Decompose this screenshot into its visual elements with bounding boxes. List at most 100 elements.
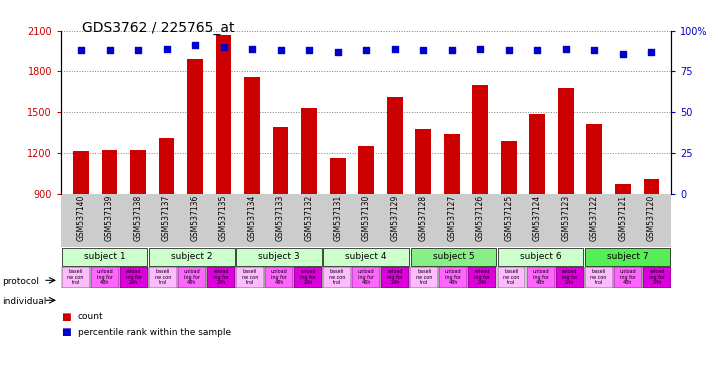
- Text: unload
ing for
48h: unload ing for 48h: [532, 270, 549, 285]
- Point: [104, 47, 116, 53]
- Text: baseli
ne con
trol: baseli ne con trol: [329, 270, 345, 285]
- Text: subject 4: subject 4: [345, 252, 387, 262]
- Text: baseli
ne con
trol: baseli ne con trol: [67, 270, 84, 285]
- Text: reload
ing for
24h: reload ing for 24h: [475, 270, 490, 285]
- Bar: [215, 35, 231, 194]
- Text: unload
ing for
48h: unload ing for 48h: [271, 270, 287, 285]
- Text: unload
ing for
48h: unload ing for 48h: [620, 270, 636, 285]
- Text: reload
ing for
24h: reload ing for 24h: [649, 270, 665, 285]
- Text: GSM537121: GSM537121: [618, 195, 628, 241]
- Bar: [411, 266, 438, 288]
- Point: [332, 49, 343, 55]
- Text: GSM537120: GSM537120: [647, 195, 656, 241]
- Point: [560, 46, 572, 52]
- Bar: [159, 138, 174, 194]
- Bar: [387, 97, 403, 194]
- Bar: [90, 266, 118, 288]
- Bar: [439, 266, 467, 288]
- Bar: [411, 248, 496, 266]
- Point: [503, 47, 515, 53]
- Bar: [529, 114, 545, 194]
- Text: unload
ing for
48h: unload ing for 48h: [358, 270, 375, 285]
- Bar: [643, 266, 671, 288]
- Text: GSM537122: GSM537122: [589, 195, 599, 241]
- Text: subject 1: subject 1: [84, 252, 126, 262]
- Point: [218, 44, 229, 50]
- Text: percentile rank within the sample: percentile rank within the sample: [78, 328, 230, 337]
- Bar: [330, 158, 345, 194]
- Text: reload
ing for
24h: reload ing for 24h: [300, 270, 316, 285]
- Text: GSM537133: GSM537133: [276, 195, 285, 241]
- Text: GSM537126: GSM537126: [476, 195, 485, 241]
- Text: protocol: protocol: [2, 276, 39, 286]
- Text: GSM537138: GSM537138: [134, 195, 143, 241]
- Bar: [130, 150, 146, 194]
- Text: GSM537128: GSM537128: [419, 195, 428, 241]
- Text: baseli
ne con
trol: baseli ne con trol: [590, 270, 607, 285]
- Bar: [501, 141, 517, 194]
- Bar: [643, 179, 659, 194]
- Bar: [615, 184, 630, 194]
- Bar: [187, 59, 203, 194]
- Point: [617, 50, 628, 56]
- Text: GSM537131: GSM537131: [333, 195, 342, 241]
- Bar: [381, 266, 409, 288]
- Text: unload
ing for
48h: unload ing for 48h: [183, 270, 200, 285]
- Bar: [236, 248, 322, 266]
- Text: ■: ■: [61, 327, 71, 337]
- Text: reload
ing for
24h: reload ing for 24h: [387, 270, 404, 285]
- Text: baseli
ne con
trol: baseli ne con trol: [503, 270, 520, 285]
- Bar: [498, 248, 583, 266]
- Text: baseli
ne con
trol: baseli ne con trol: [416, 270, 432, 285]
- Text: unload
ing for
48h: unload ing for 48h: [445, 270, 462, 285]
- Text: GSM537123: GSM537123: [561, 195, 570, 241]
- Text: GSM537124: GSM537124: [533, 195, 542, 241]
- Text: subject 6: subject 6: [520, 252, 561, 262]
- Bar: [558, 88, 574, 194]
- Text: individual: individual: [2, 297, 47, 306]
- Text: GSM537125: GSM537125: [504, 195, 513, 241]
- Bar: [444, 134, 460, 194]
- Bar: [584, 266, 612, 288]
- Text: subject 2: subject 2: [171, 252, 213, 262]
- Text: GSM537135: GSM537135: [219, 195, 228, 241]
- Point: [531, 47, 543, 53]
- Bar: [62, 248, 147, 266]
- Text: subject 3: subject 3: [258, 252, 300, 262]
- Bar: [302, 108, 317, 194]
- Bar: [236, 266, 264, 288]
- Bar: [614, 266, 642, 288]
- Point: [475, 46, 486, 52]
- Point: [360, 47, 372, 53]
- Text: GSM537127: GSM537127: [447, 195, 456, 241]
- Text: GSM537129: GSM537129: [390, 195, 399, 241]
- Text: reload
ing for
24h: reload ing for 24h: [213, 270, 229, 285]
- Bar: [587, 124, 602, 194]
- Bar: [468, 266, 496, 288]
- Point: [275, 47, 286, 53]
- Text: unload
ing for
48h: unload ing for 48h: [96, 270, 113, 285]
- Text: ■: ■: [61, 312, 71, 322]
- Bar: [294, 266, 322, 288]
- Point: [190, 42, 201, 48]
- Text: GSM537130: GSM537130: [362, 195, 370, 241]
- Bar: [102, 150, 117, 194]
- Bar: [73, 151, 89, 194]
- Text: reload
ing for
24h: reload ing for 24h: [126, 270, 141, 285]
- Text: GSM537136: GSM537136: [190, 195, 200, 241]
- Bar: [585, 248, 671, 266]
- Text: GDS3762 / 225765_at: GDS3762 / 225765_at: [82, 21, 234, 35]
- Text: GSM537139: GSM537139: [105, 195, 114, 241]
- Bar: [472, 85, 488, 194]
- Bar: [416, 129, 431, 194]
- Text: reload
ing for
24h: reload ing for 24h: [561, 270, 577, 285]
- Bar: [526, 266, 554, 288]
- Bar: [273, 127, 289, 194]
- Text: subject 7: subject 7: [607, 252, 648, 262]
- Bar: [498, 266, 526, 288]
- Bar: [120, 266, 148, 288]
- Point: [246, 46, 258, 52]
- Bar: [323, 266, 351, 288]
- Bar: [149, 248, 235, 266]
- Point: [389, 46, 401, 52]
